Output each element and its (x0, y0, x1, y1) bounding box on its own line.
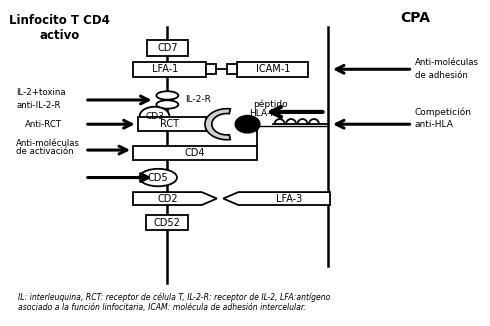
Text: IL-2+toxina: IL-2+toxina (16, 88, 66, 97)
Text: CD4: CD4 (185, 148, 205, 158)
Text: HLA-II: HLA-II (248, 109, 275, 118)
Text: LFA-1: LFA-1 (152, 64, 178, 74)
Text: péptido: péptido (253, 99, 288, 109)
Ellipse shape (140, 169, 177, 186)
Text: IL: interleuquina, RCT: receptor de célula T, IL-2-R: receptor de IL-2, LFA:antí: IL: interleuquina, RCT: receptor de célu… (19, 292, 331, 312)
Text: CPA: CPA (400, 11, 430, 25)
Text: Anti-RCT: Anti-RCT (25, 120, 62, 129)
Text: Linfocito T CD4
activo: Linfocito T CD4 activo (9, 14, 110, 42)
FancyBboxPatch shape (237, 62, 308, 77)
Circle shape (235, 115, 260, 133)
Text: anti-HLA: anti-HLA (415, 120, 454, 129)
FancyBboxPatch shape (147, 40, 188, 56)
Polygon shape (223, 192, 330, 205)
FancyBboxPatch shape (133, 62, 206, 77)
Text: Anti-moléculas: Anti-moléculas (415, 58, 479, 67)
FancyBboxPatch shape (227, 65, 237, 74)
Polygon shape (133, 192, 217, 205)
Text: de adhesión: de adhesión (415, 71, 467, 80)
Text: LFA-3: LFA-3 (276, 194, 302, 203)
Text: IL-2-R: IL-2-R (185, 96, 211, 104)
Text: Competición: Competición (415, 107, 472, 117)
Ellipse shape (140, 107, 170, 126)
FancyBboxPatch shape (206, 65, 217, 74)
Text: anti-IL-2-R: anti-IL-2-R (16, 101, 61, 110)
Text: ICAM-1: ICAM-1 (256, 64, 290, 74)
Text: Anti-moléculas: Anti-moléculas (16, 139, 80, 148)
FancyBboxPatch shape (147, 215, 189, 230)
Text: de activación: de activación (16, 147, 74, 156)
Text: CD7: CD7 (157, 43, 178, 53)
Text: RCT: RCT (160, 119, 179, 129)
FancyBboxPatch shape (138, 117, 206, 131)
FancyBboxPatch shape (133, 146, 257, 160)
Text: CD52: CD52 (154, 218, 181, 228)
Ellipse shape (156, 100, 178, 109)
Text: CD2: CD2 (157, 194, 178, 203)
Text: CD5: CD5 (148, 172, 169, 183)
Ellipse shape (156, 91, 178, 100)
Text: CD3: CD3 (145, 111, 164, 121)
Polygon shape (205, 109, 230, 140)
